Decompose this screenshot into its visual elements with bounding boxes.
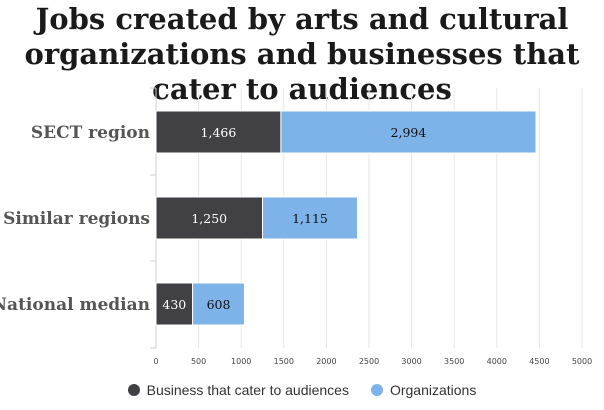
x-tick-label: 5000 — [572, 357, 592, 366]
legend-swatch — [370, 384, 383, 396]
x-tick-label: 2500 — [359, 357, 379, 366]
bar-business — [155, 282, 194, 326]
x-tick-label: 4500 — [529, 357, 549, 366]
legend-label: Organizations — [389, 382, 477, 398]
legend-item-business: Business that cater to audiences — [127, 382, 349, 398]
data-label: 1,250 — [191, 211, 227, 226]
x-tick-label: 2000 — [316, 357, 336, 366]
x-tick-label: 3000 — [401, 357, 421, 366]
chart-title: Jobs created by arts and cultural organi… — [24, 2, 580, 106]
data-label: 2,994 — [391, 125, 427, 140]
bar-business — [155, 196, 263, 240]
x-tick-label: 0 — [153, 357, 158, 366]
legend-swatch — [127, 384, 140, 396]
category-labels: SECT region Similar regions National media… — [0, 123, 150, 315]
x-tick-label: 1000 — [231, 357, 251, 366]
bar-organizations — [280, 110, 537, 154]
legend: Business that cater to audiences Organiza… — [0, 382, 604, 398]
bar-organizations — [262, 196, 358, 240]
category-label: SECT region — [31, 123, 150, 143]
legend-label: Business that cater to audiences — [146, 382, 349, 398]
data-label: 1,115 — [292, 211, 328, 226]
x-tick-label: 4000 — [487, 357, 507, 366]
x-tick-label: 500 — [191, 357, 206, 366]
data-label: 1,466 — [201, 125, 237, 140]
data-label: 430 — [162, 297, 186, 312]
category-label: Similar regions — [3, 209, 150, 229]
bars: 1,466 2,994 1,250 1,115 430 608 — [155, 110, 537, 326]
data-label: 608 — [207, 297, 231, 312]
category-label: National median — [0, 295, 150, 315]
x-tick-label: 1500 — [274, 357, 294, 366]
legend-item-organizations: Organizations — [370, 382, 477, 398]
bar-organizations — [192, 282, 245, 326]
bar-business — [155, 110, 282, 154]
x-tick-label: 3500 — [444, 357, 464, 366]
